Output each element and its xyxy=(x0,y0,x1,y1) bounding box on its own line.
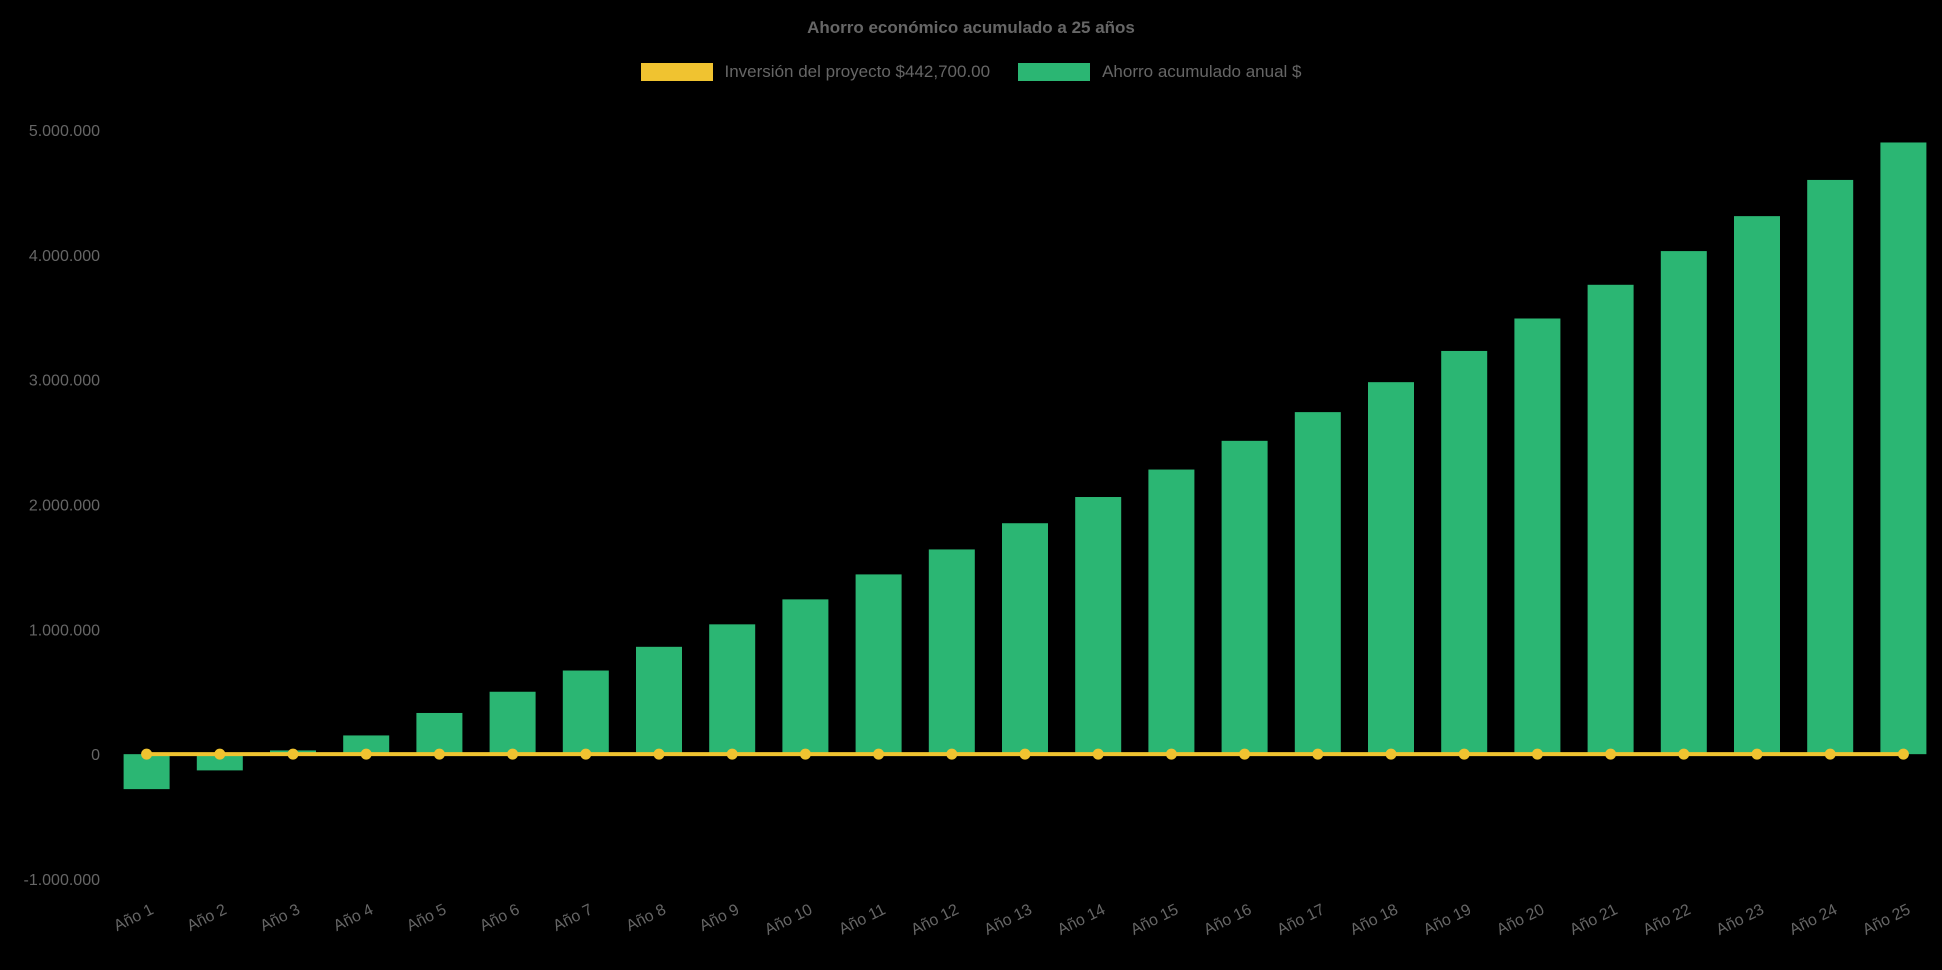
x-tick-label: Año 21 xyxy=(1567,901,1620,939)
investment-point-marker xyxy=(1312,748,1324,760)
bar xyxy=(1148,469,1195,755)
y-tick-label: 4.000.000 xyxy=(29,248,100,265)
x-tick-label: Año 16 xyxy=(1201,901,1254,939)
bar xyxy=(782,599,829,755)
x-tick-label: Año 13 xyxy=(982,901,1035,939)
y-tick-label: -1.000.000 xyxy=(23,872,100,889)
investment-legend-swatch-icon xyxy=(640,63,713,81)
y-tick-label: 2.000.000 xyxy=(29,498,100,515)
x-tick-label: Año 22 xyxy=(1641,901,1694,939)
y-tick-label: 3.000.000 xyxy=(29,373,100,390)
x-tick-label: Año 23 xyxy=(1714,901,1767,939)
x-tick-label: Año 12 xyxy=(909,901,962,939)
investment-point-marker xyxy=(653,748,665,760)
investment-point-marker xyxy=(726,748,738,760)
legend-label-savings: Ahorro acumulado anual $ xyxy=(1102,62,1302,81)
x-tick-label: Año 14 xyxy=(1055,901,1108,939)
x-tick-label: Año 20 xyxy=(1494,901,1547,939)
investment-point-marker xyxy=(1678,748,1690,760)
bar xyxy=(1294,412,1341,755)
investment-point-marker xyxy=(1897,748,1909,760)
investment-point-marker xyxy=(360,748,372,760)
investment-point-marker xyxy=(946,748,958,760)
x-tick-label: Año 3 xyxy=(258,901,303,935)
x-tick-label: Año 2 xyxy=(185,901,230,935)
investment-point-marker xyxy=(1092,748,1104,760)
bar xyxy=(1441,350,1488,755)
investment-point-marker xyxy=(1385,748,1397,760)
x-tick-label: Año 25 xyxy=(1860,901,1913,939)
x-axis-ticks: Año 1 Año 2 Año 3 Año 4 Año 5 Año 6 Año 7 Año 8… xyxy=(111,901,1913,939)
investment-point-marker xyxy=(1531,748,1543,760)
investment-point-marker xyxy=(1824,748,1836,760)
bar xyxy=(1368,382,1414,755)
y-tick-label: 0 xyxy=(91,747,100,764)
investment-point-marker xyxy=(1458,748,1470,760)
investment-point-marker xyxy=(141,748,153,760)
y-tick-label: 1.000.000 xyxy=(29,622,100,639)
bar xyxy=(928,549,975,755)
investment-point-marker xyxy=(580,748,592,760)
legend-item-savings[interactable]: Ahorro acumulado anual $ xyxy=(1018,62,1302,82)
bar xyxy=(343,735,390,755)
bar xyxy=(416,712,463,755)
bar xyxy=(1587,284,1634,755)
bar xyxy=(196,754,243,771)
investment-point-marker xyxy=(873,748,885,760)
x-tick-label: Año 6 xyxy=(477,901,522,935)
x-tick-label: Año 1 xyxy=(111,901,156,935)
bar xyxy=(636,646,682,755)
y-axis-ticks: 5.000.000 4.000.000 3.000.000 2.000.000 1.00… xyxy=(23,123,100,889)
bars-group xyxy=(123,142,1927,790)
bar xyxy=(709,624,756,755)
x-tick-label: Año 15 xyxy=(1128,901,1181,939)
x-tick-label: Año 4 xyxy=(331,901,376,935)
investment-point-marker xyxy=(1165,748,1177,760)
x-tick-label: Año 7 xyxy=(551,901,596,935)
bar xyxy=(1221,440,1268,755)
x-tick-label: Año 9 xyxy=(697,901,742,935)
x-tick-label: Año 17 xyxy=(1275,901,1328,939)
savings-legend-swatch-icon xyxy=(1018,63,1091,81)
investment-point-marker xyxy=(287,748,299,760)
bar xyxy=(855,574,902,755)
investment-point-marker xyxy=(507,748,519,760)
x-tick-label: Año 24 xyxy=(1787,901,1840,939)
bar xyxy=(1075,497,1122,755)
x-tick-label: Año 5 xyxy=(404,901,449,935)
x-tick-label: Año 10 xyxy=(762,901,815,939)
chart-title: Ahorro económico acumulado a 25 años xyxy=(807,18,1135,37)
x-tick-label: Año 18 xyxy=(1348,901,1401,939)
x-tick-label: Año 19 xyxy=(1421,901,1474,939)
x-tick-label: Año 11 xyxy=(836,901,888,938)
bar xyxy=(1734,216,1780,755)
y-tick-label: 5.000.000 xyxy=(29,123,100,140)
investment-point-marker xyxy=(1239,748,1251,760)
x-tick-label: Año 8 xyxy=(624,901,669,935)
legend-item-investment[interactable]: Inversión del proyecto $442,700.00 xyxy=(640,62,991,82)
legend-label-investment: Inversión del proyecto $442,700.00 xyxy=(724,62,991,81)
bar xyxy=(1002,523,1048,755)
investment-point-marker xyxy=(433,748,445,760)
investment-point-marker xyxy=(1019,748,1031,760)
bar xyxy=(562,670,609,755)
investment-point-marker xyxy=(214,748,226,760)
bar xyxy=(1880,142,1927,755)
bar xyxy=(1660,251,1707,755)
bar xyxy=(489,691,536,755)
bar xyxy=(123,754,170,790)
investment-line-group xyxy=(141,748,1909,760)
bar xyxy=(1514,318,1561,755)
chart-legend: Inversión del proyecto $442,700.00 Ahorr… xyxy=(0,62,1942,82)
investment-point-marker xyxy=(799,748,811,760)
investment-point-marker xyxy=(1751,748,1763,760)
investment-point-marker xyxy=(1605,748,1617,760)
bar xyxy=(1807,179,1854,755)
